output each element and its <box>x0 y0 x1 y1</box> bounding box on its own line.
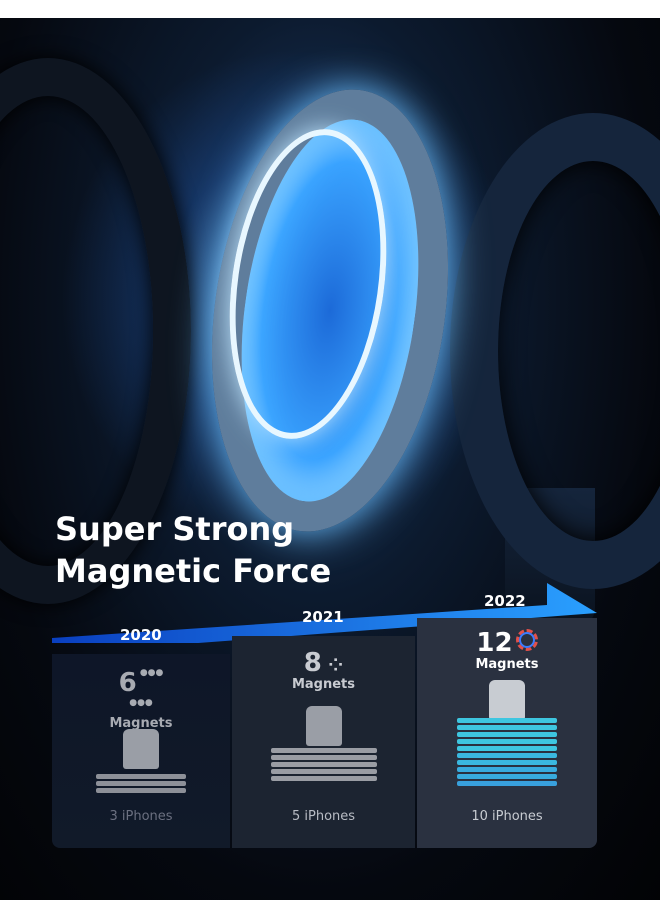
year-label: 2020 <box>120 626 162 644</box>
year-label: 2022 <box>484 592 526 610</box>
phone-stack <box>270 748 377 783</box>
tier-content: 12 Magnets 10 iPhones <box>417 618 597 848</box>
timeline-arrow <box>52 583 597 643</box>
tier-content: 6 ●●● ●●● Magnets 3 iPhones <box>52 654 230 848</box>
segmented-ring-icon <box>515 629 538 651</box>
magnetic-holder-icon <box>123 729 159 769</box>
magnetic-holder-icon <box>489 680 525 720</box>
sn-pole-magnets-icon: ●●● ●●● <box>129 668 164 708</box>
headline: Super Strong Magnetic Force <box>55 510 332 590</box>
magnetic-holder-icon <box>305 706 342 746</box>
product-banner: Super Strong Magnetic Force 2020 2021 20… <box>0 18 660 900</box>
phone-stack <box>457 718 557 788</box>
dot-ring-icon: ⁘ <box>321 655 344 676</box>
phone-stack <box>96 774 186 795</box>
year-label: 2021 <box>302 608 344 626</box>
tier-content: 8 ⁘ Magnets 5 iPhones <box>232 636 415 848</box>
